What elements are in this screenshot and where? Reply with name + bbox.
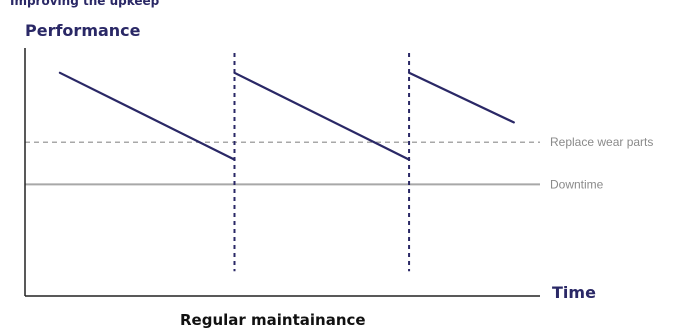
performance-segment-3 [407,71,515,124]
x-axis-title: Time [552,283,596,302]
chart-caption: Regular maintainance [180,311,366,328]
performance-segment-1 [58,71,236,161]
reference-label-2: Downtime [550,177,604,191]
reference-label-1: Replace wear parts [550,135,653,149]
y-axis-title: Performance [25,21,141,40]
plot-layer: Replace wear parts Downtime [24,48,653,297]
top-clipped-text: Improving the upkeep [10,0,160,8]
performance-segment-2 [233,71,411,161]
